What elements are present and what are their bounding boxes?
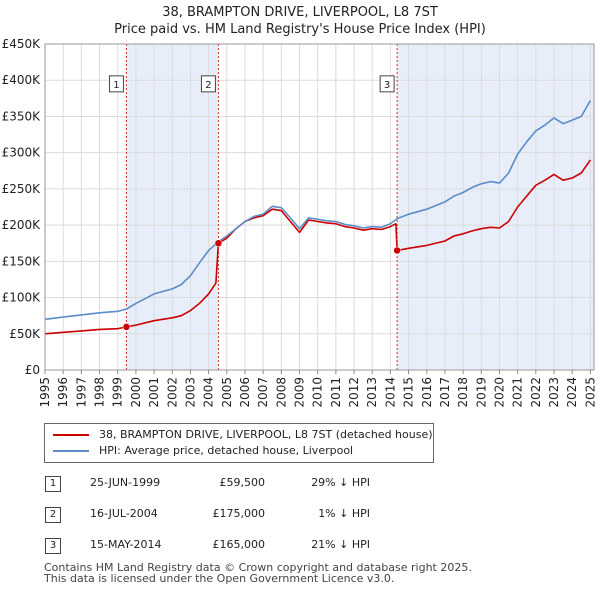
x-tick-label: 2014 — [383, 377, 397, 408]
transaction-number: 1 — [45, 476, 61, 492]
transaction-date: 15-MAY-2014 — [90, 538, 162, 551]
price-chart: 1 2 3 £0 £50K £100K £150K £200K £250K £300K £350K… — [2, 37, 598, 408]
legend-label-hpi: HPI: Average price, detached house, Live… — [99, 444, 354, 457]
transaction-hpi: 29% ↓ HPI — [311, 476, 370, 489]
legend-swatch-property — [53, 434, 89, 436]
x-tick-label: 2008 — [274, 377, 288, 408]
x-tick-label: 2025 — [583, 377, 597, 408]
x-tick-label: 2020 — [492, 377, 506, 408]
transaction-hpi: 21% ↓ HPI — [311, 538, 370, 551]
x-tick-label: 2004 — [202, 377, 216, 408]
x-tick-label: 1995 — [38, 377, 52, 408]
y-tick-label: £350K — [2, 109, 42, 123]
x-tick-label: 2012 — [347, 377, 361, 408]
x-tick-label: 2010 — [311, 377, 325, 408]
legend-swatch-hpi — [53, 450, 89, 452]
x-tick-label: 2016 — [420, 377, 434, 408]
x-tick-label: 2002 — [165, 377, 179, 408]
transaction-date: 16-JUL-2004 — [90, 507, 158, 520]
sale-label-box — [200, 75, 216, 93]
transaction-price: £59,500 — [219, 476, 266, 489]
x-tick-label: 2000 — [129, 377, 143, 408]
chart-subtitle: Price paid vs. HM Land Registry's House … — [114, 22, 486, 37]
x-tick-label: 2006 — [238, 377, 252, 408]
plot-frame — [44, 43, 595, 371]
sale-label: 3 — [384, 80, 390, 91]
y-tick-label: £100K — [2, 291, 42, 305]
x-tick-label: 1997 — [74, 377, 88, 408]
x-tick-label: 1999 — [111, 377, 125, 408]
y-tick-label: £0 — [25, 363, 40, 377]
y-tick-label: £50K — [9, 327, 41, 341]
x-tick-label: 2017 — [438, 377, 452, 408]
transaction-price: £165,000 — [212, 538, 266, 551]
x-tick-label: 2018 — [456, 377, 470, 408]
footer-license: This data is licensed under the Open Gov… — [44, 572, 395, 585]
y-tick-label: £450K — [2, 37, 42, 51]
sale-label: 2 — [205, 80, 211, 91]
x-tick-label: 2019 — [474, 377, 488, 408]
sale-point — [214, 239, 223, 247]
sale-point — [393, 246, 401, 255]
x-tick-label: 2005 — [220, 377, 234, 408]
x-tick-label: 2024 — [565, 377, 579, 408]
ownership-shade — [397, 44, 594, 370]
y-tick-label: £250K — [2, 182, 42, 196]
transaction-date: 25-JUN-1999 — [90, 476, 161, 489]
x-tick-label: 2021 — [511, 377, 525, 408]
x-tick-label: 1998 — [93, 377, 107, 408]
x-tick-label: 2011 — [329, 377, 343, 408]
transaction-number: 2 — [45, 507, 61, 523]
x-tick-label: 2009 — [293, 377, 307, 408]
x-tick-label: 2001 — [147, 377, 161, 408]
y-tick-label: £300K — [2, 146, 42, 160]
x-tick-label: 2013 — [365, 377, 379, 408]
x-tick-label: 2003 — [183, 377, 197, 408]
transaction-hpi: 1% ↓ HPI — [318, 507, 370, 520]
hpi-line — [44, 100, 592, 321]
transaction-number: 3 — [45, 538, 61, 554]
x-tick-label: 2023 — [547, 377, 561, 408]
chart-title: 38, BRAMPTON DRIVE, LIVERPOOL, L8 7ST — [162, 5, 438, 20]
y-tick-label: £150K — [2, 254, 42, 268]
sale-label-box — [379, 75, 395, 93]
x-tick-label: 1996 — [56, 377, 70, 408]
sale-label-box — [108, 75, 124, 93]
sale-label: 1 — [113, 80, 119, 91]
x-tick-label: 2007 — [256, 377, 270, 408]
y-tick-label: £400K — [2, 73, 42, 87]
sale-point — [122, 323, 131, 331]
legend-label-property: 38, BRAMPTON DRIVE, LIVERPOOL, L8 7ST (d… — [99, 428, 433, 441]
chart-legend: 38, BRAMPTON DRIVE, LIVERPOOL, L8 7ST (d… — [44, 423, 434, 463]
property-price-line — [44, 159, 592, 335]
y-tick-label: £200K — [2, 218, 42, 232]
footer-copyright: Contains HM Land Registry data © Crown c… — [44, 561, 472, 574]
x-tick-label: 2022 — [529, 377, 543, 408]
x-tick-label: 2015 — [402, 377, 416, 408]
transaction-price: £175,000 — [212, 507, 266, 520]
